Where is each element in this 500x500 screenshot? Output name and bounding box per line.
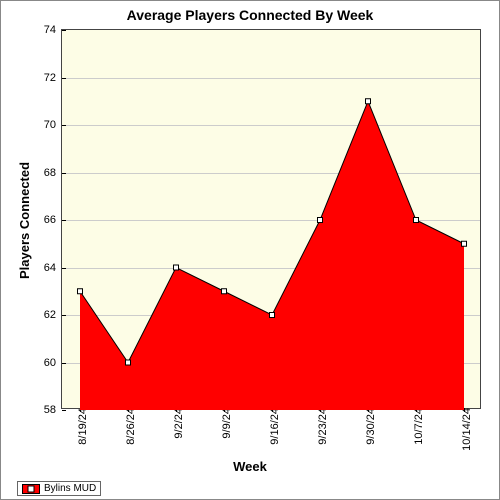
area-fill (80, 101, 464, 410)
area-series (62, 30, 482, 410)
y-tick-label: 60 (44, 357, 62, 369)
data-marker (318, 218, 323, 223)
x-tick-label: 8/19/24 (71, 408, 89, 445)
chart-container: Average Players Connected By Week Player… (0, 0, 500, 500)
y-tick-label: 64 (44, 262, 62, 274)
x-axis-label: Week (1, 459, 499, 474)
plot-area: 586062646668707274 8/19/248/26/249/2/249… (61, 29, 481, 409)
legend-label: Bylins MUD (44, 483, 96, 494)
y-tick-label: 72 (44, 72, 62, 84)
y-tick-label: 66 (44, 214, 62, 226)
x-tick-label: 8/26/24 (119, 408, 137, 445)
y-tick-label: 58 (44, 404, 62, 416)
data-marker (174, 265, 179, 270)
data-marker (414, 218, 419, 223)
x-tick-label: 9/16/24 (263, 408, 281, 445)
data-marker (78, 289, 83, 294)
data-marker (366, 99, 371, 104)
x-tick-label: 9/9/24 (215, 408, 233, 439)
y-tick-label: 74 (44, 24, 62, 36)
legend-swatch-icon (22, 484, 40, 494)
y-tick-label: 68 (44, 167, 62, 179)
legend: Bylins MUD (17, 481, 101, 496)
x-tick-label: 10/14/24 (455, 408, 473, 451)
data-marker (222, 289, 227, 294)
chart-title: Average Players Connected By Week (1, 7, 499, 23)
data-marker (462, 241, 467, 246)
x-tick-label: 9/2/24 (167, 408, 185, 439)
x-tick-label: 10/7/24 (407, 408, 425, 445)
data-marker (270, 313, 275, 318)
x-tick-label: 9/23/24 (311, 408, 329, 445)
y-tick-label: 62 (44, 309, 62, 321)
x-tick-label: 9/30/24 (359, 408, 377, 445)
data-marker (126, 360, 131, 365)
y-axis-label: Players Connected (17, 162, 32, 279)
y-tick-label: 70 (44, 119, 62, 131)
